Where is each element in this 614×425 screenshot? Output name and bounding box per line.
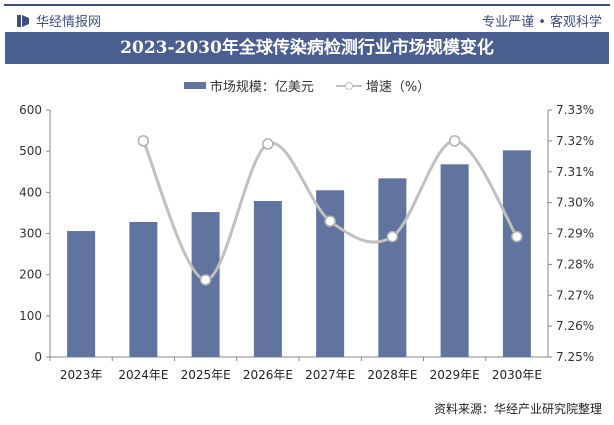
- legend-line-label: 增速（%）: [365, 80, 431, 95]
- x-tick-label: 2027年E: [305, 368, 355, 382]
- left-tick-label: 600: [19, 103, 42, 117]
- left-tick-label: 100: [19, 309, 42, 323]
- left-tick-label: 0: [34, 350, 42, 364]
- chart-title: 2023-2030年全球传染病检测行业市场规模变化: [5, 32, 609, 64]
- right-tick-label: 7.32%: [556, 134, 594, 148]
- right-tick-label: 7.27%: [556, 288, 594, 302]
- brand-name: 华经情报网: [36, 15, 102, 30]
- bar: [129, 221, 158, 357]
- bar: [378, 178, 407, 357]
- growth-point: [262, 138, 274, 150]
- left-tick-label: 300: [19, 227, 42, 241]
- growth-point: [324, 215, 336, 227]
- bar: [440, 164, 469, 357]
- bar: [253, 200, 282, 357]
- growth-point: [199, 274, 212, 286]
- legend-bar: 市场规模：亿美元: [183, 76, 314, 95]
- bar-swatch: [183, 82, 206, 89]
- right-tick-label: 7.31%: [556, 165, 594, 179]
- right-tick-label: 7.33%: [556, 103, 594, 117]
- right-tick-label: 7.26%: [556, 319, 594, 333]
- x-tick-label: 2028年E: [367, 368, 417, 382]
- slogan: 专业严谨 • 客观科学: [482, 15, 602, 30]
- x-tick-label: 2030年E: [492, 368, 542, 382]
- brand: 华经情报网: [16, 11, 101, 30]
- legend: 市场规模：亿美元 增速（%）: [0, 76, 614, 95]
- x-tick-label: 2025年E: [181, 368, 231, 382]
- bar: [502, 150, 531, 357]
- left-tick-label: 200: [19, 268, 42, 282]
- bar: [316, 190, 345, 357]
- right-tick-label: 7.25%: [556, 350, 594, 364]
- right-tick-label: 7.29%: [556, 227, 594, 241]
- growth-point: [448, 135, 461, 147]
- left-tick-label: 400: [19, 185, 42, 199]
- source-note: 资料来源：华经产业研究院整理: [433, 402, 602, 416]
- growth-point: [511, 230, 523, 243]
- line-swatch: [335, 81, 362, 90]
- brand-logo-icon: [17, 14, 29, 27]
- bar: [67, 231, 96, 357]
- x-tick-label: 2026年E: [243, 368, 293, 382]
- top-divider: [4, 4, 610, 6]
- x-tick-label: 2024年E: [118, 368, 168, 382]
- x-tick-label: 2023年: [60, 368, 103, 382]
- legend-line: 增速（%）: [335, 76, 431, 95]
- right-tick-label: 7.30%: [556, 196, 594, 210]
- x-tick-label: 2029年E: [430, 368, 480, 382]
- right-tick-label: 7.28%: [556, 257, 594, 271]
- legend-bar-label: 市场规模：亿美元: [209, 80, 314, 95]
- left-tick-label: 500: [19, 144, 42, 158]
- growth-point: [137, 135, 150, 147]
- growth-point: [386, 230, 399, 243]
